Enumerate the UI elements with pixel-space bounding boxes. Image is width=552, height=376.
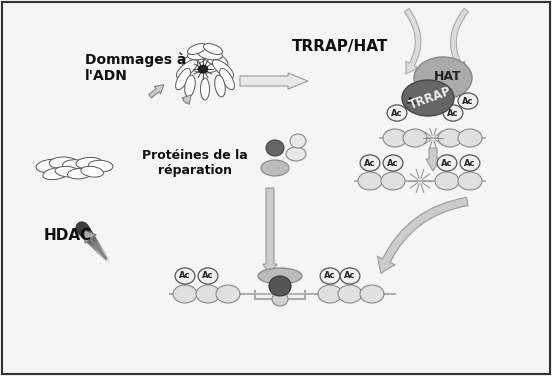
FancyArrowPatch shape	[405, 9, 421, 74]
Ellipse shape	[190, 59, 220, 73]
Ellipse shape	[258, 268, 302, 284]
Text: Ac: Ac	[364, 159, 376, 167]
Ellipse shape	[402, 80, 454, 116]
FancyArrowPatch shape	[149, 85, 164, 98]
Ellipse shape	[387, 105, 407, 121]
Ellipse shape	[216, 285, 240, 303]
Ellipse shape	[198, 65, 208, 73]
Ellipse shape	[266, 140, 284, 156]
Text: TRRAP: TRRAP	[407, 84, 453, 112]
Ellipse shape	[383, 129, 407, 147]
Text: Dommages à
l'ADN: Dommages à l'ADN	[85, 53, 187, 83]
Ellipse shape	[188, 44, 206, 55]
Text: Ac: Ac	[464, 159, 476, 167]
Ellipse shape	[381, 172, 405, 190]
Ellipse shape	[438, 129, 462, 147]
Text: TRRAP/HAT: TRRAP/HAT	[292, 38, 388, 53]
Ellipse shape	[177, 60, 198, 78]
Text: HAT: HAT	[434, 70, 462, 82]
Text: Ac: Ac	[202, 271, 214, 280]
Ellipse shape	[204, 44, 222, 55]
Ellipse shape	[458, 129, 482, 147]
Ellipse shape	[403, 129, 427, 147]
Ellipse shape	[175, 268, 195, 284]
Ellipse shape	[458, 93, 478, 109]
FancyArrow shape	[263, 188, 277, 276]
Ellipse shape	[290, 134, 306, 148]
Ellipse shape	[185, 75, 195, 97]
Ellipse shape	[261, 160, 289, 176]
Text: Ac: Ac	[462, 97, 474, 106]
Text: Ac: Ac	[324, 271, 336, 280]
Ellipse shape	[49, 157, 78, 169]
Ellipse shape	[43, 168, 69, 180]
Text: Ac: Ac	[441, 159, 453, 167]
FancyArrowPatch shape	[450, 8, 469, 74]
Ellipse shape	[403, 93, 423, 109]
Ellipse shape	[360, 155, 380, 171]
Ellipse shape	[318, 285, 342, 303]
Text: Ac: Ac	[447, 109, 459, 117]
Text: Ac: Ac	[407, 97, 419, 106]
Ellipse shape	[188, 48, 213, 60]
Ellipse shape	[81, 166, 103, 177]
Ellipse shape	[414, 57, 472, 99]
FancyArrowPatch shape	[378, 197, 468, 273]
Ellipse shape	[200, 78, 210, 100]
Ellipse shape	[55, 167, 79, 177]
Ellipse shape	[460, 155, 480, 171]
Ellipse shape	[215, 75, 225, 97]
FancyArrowPatch shape	[84, 230, 107, 259]
Ellipse shape	[198, 48, 222, 60]
Ellipse shape	[435, 172, 459, 190]
Ellipse shape	[196, 285, 220, 303]
Ellipse shape	[76, 158, 103, 169]
Text: Ac: Ac	[179, 271, 191, 280]
Ellipse shape	[269, 276, 291, 296]
Ellipse shape	[437, 155, 457, 171]
FancyArrow shape	[426, 148, 440, 171]
Ellipse shape	[338, 285, 362, 303]
Ellipse shape	[213, 60, 233, 78]
Ellipse shape	[458, 172, 482, 190]
Ellipse shape	[320, 268, 340, 284]
Ellipse shape	[36, 159, 66, 173]
FancyArrowPatch shape	[182, 95, 191, 105]
Ellipse shape	[360, 285, 384, 303]
Ellipse shape	[67, 168, 92, 179]
Ellipse shape	[358, 172, 382, 190]
Text: Protéines de la
réparation: Protéines de la réparation	[142, 149, 248, 177]
Text: HDAC: HDAC	[44, 229, 92, 244]
Ellipse shape	[340, 268, 360, 284]
Ellipse shape	[202, 51, 228, 67]
Text: Ac: Ac	[344, 271, 355, 280]
Ellipse shape	[198, 268, 218, 284]
Ellipse shape	[383, 155, 403, 171]
Text: Ac: Ac	[388, 159, 399, 167]
Text: Ac: Ac	[391, 109, 403, 117]
Ellipse shape	[272, 292, 288, 306]
Ellipse shape	[88, 160, 113, 172]
Ellipse shape	[182, 51, 208, 67]
Ellipse shape	[443, 105, 463, 121]
Ellipse shape	[176, 68, 190, 90]
FancyArrow shape	[240, 73, 308, 89]
Ellipse shape	[286, 147, 306, 161]
Ellipse shape	[173, 285, 197, 303]
Ellipse shape	[63, 160, 91, 172]
Ellipse shape	[220, 68, 235, 90]
